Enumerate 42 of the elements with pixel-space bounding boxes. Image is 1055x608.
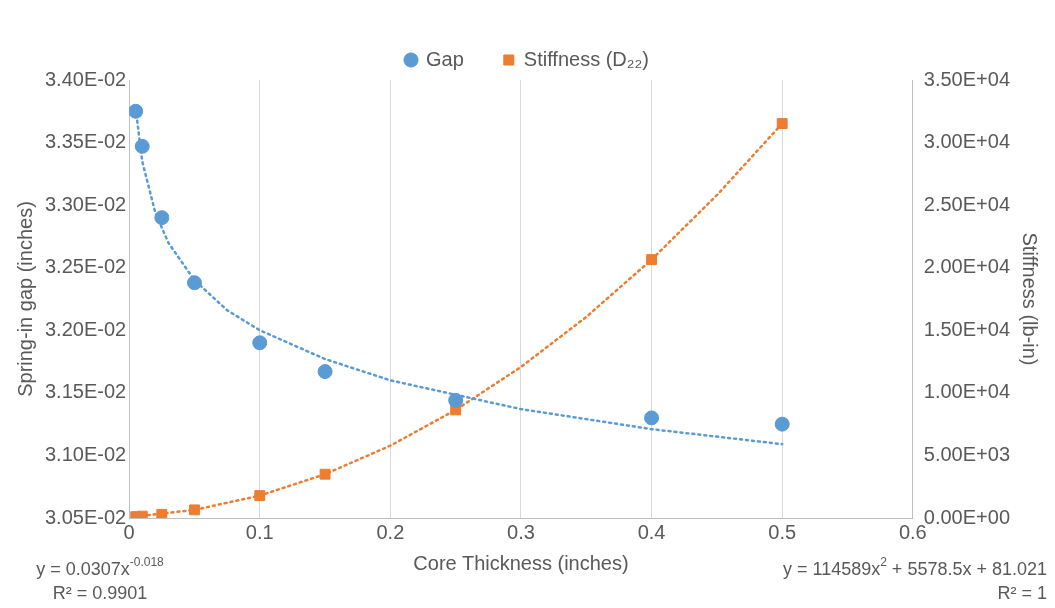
point xyxy=(134,138,150,154)
x-axis-title: Core Thickness (inches) xyxy=(413,551,629,574)
point xyxy=(154,210,170,226)
x-tick-label: 0.5 xyxy=(768,520,797,543)
point xyxy=(252,335,268,351)
y-tick-label: 3.20E-02 xyxy=(45,317,127,340)
y-tick-label: 3.15E-02 xyxy=(45,380,127,403)
y2-tick-label: 1.50E+04 xyxy=(923,317,1011,340)
point xyxy=(646,254,658,266)
y2-tick-label: 3.50E+04 xyxy=(923,67,1011,90)
point xyxy=(254,490,266,502)
y-axis-title: Spring-in gap (inches) xyxy=(13,201,36,397)
x-tick-label: 0.3 xyxy=(507,520,535,543)
y-tick-label: 3.10E-02 xyxy=(45,442,127,465)
y2-tick-label: 2.50E+04 xyxy=(923,192,1011,215)
y-tick-label: 3.25E-02 xyxy=(45,255,127,278)
point xyxy=(186,275,202,291)
point xyxy=(644,410,660,426)
y2-tick-label: 2.00E+04 xyxy=(923,255,1011,278)
point xyxy=(776,118,788,129)
y2-tick-label: 5.00E+03 xyxy=(923,442,1011,465)
point xyxy=(448,392,464,408)
point xyxy=(317,364,333,380)
point xyxy=(189,504,200,516)
point xyxy=(129,103,144,119)
point xyxy=(156,508,168,518)
point xyxy=(319,468,331,480)
y-tick-label: 3.35E-02 xyxy=(45,130,127,153)
point xyxy=(774,416,790,432)
y2-tick-label: 3.00E+04 xyxy=(923,130,1011,153)
text: R² = 1 xyxy=(997,582,1048,603)
x-tick-label: 0 xyxy=(123,520,135,543)
y2-axis-title: Stiffness (lb-in) xyxy=(1019,232,1042,366)
x-tick-label: 0.4 xyxy=(637,520,666,543)
legend-label: Gap xyxy=(426,47,464,70)
y2-tick-label: 1.00E+04 xyxy=(923,380,1011,403)
text: R² = 0.9901 xyxy=(52,582,148,603)
legend-label: Stiffness (D₂₂) xyxy=(523,47,649,70)
y-tick-label: 3.30E-02 xyxy=(45,192,127,215)
x-tick-label: 0.2 xyxy=(376,520,405,543)
x-tick-label: 0.1 xyxy=(245,520,274,543)
y-tick-label: 3.40E-02 xyxy=(45,67,127,90)
